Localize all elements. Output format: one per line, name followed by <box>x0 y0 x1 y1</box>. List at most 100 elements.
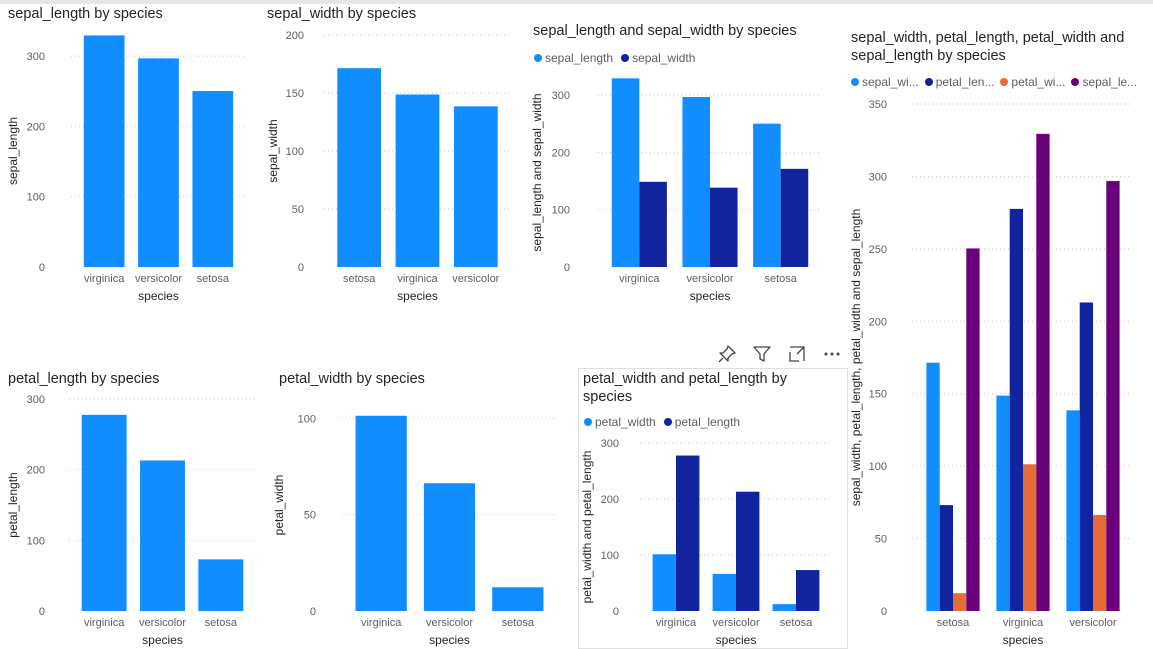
x-axis-title: species <box>429 633 470 647</box>
y-tick-label: 100 <box>552 205 570 217</box>
chart-petal-width-by-species[interactable]: petal_width by species 0 50 100 petal_width… <box>272 365 572 649</box>
y-axis-title: petal_width and petal_length <box>580 451 594 604</box>
y-tick-label: 0 <box>39 262 45 274</box>
bar <box>355 415 407 611</box>
legend-marker <box>1000 78 1009 86</box>
bar <box>83 35 125 268</box>
bar <box>966 248 980 611</box>
y-axis-title: petal_width <box>272 475 286 536</box>
chart-title: petal_length by species <box>8 371 160 387</box>
bar <box>1036 133 1050 611</box>
y-axis-title: sepal_length and sepal_width <box>530 93 544 251</box>
legend-label: petal_width <box>595 415 656 429</box>
bar <box>1079 302 1093 611</box>
y-tick-label: 0 <box>310 606 316 618</box>
bar <box>676 455 700 611</box>
legend-item[interactable]: sepal_width <box>621 51 695 65</box>
chart-petal-width-and-length-by-species[interactable]: petal_width and petal_length by species … <box>578 368 848 649</box>
chart-legend: sepal_length sepal_width <box>534 51 695 65</box>
legend-item[interactable]: sepal_le... <box>1071 75 1137 89</box>
bar <box>926 362 940 611</box>
x-tick-label: versicolor <box>452 273 499 285</box>
y-tick-label: 300 <box>869 171 887 183</box>
legend-item[interactable]: sepal_length <box>534 51 613 65</box>
bar <box>712 573 736 611</box>
bar <box>1106 181 1120 611</box>
legend-item[interactable]: petal_length <box>663 415 740 429</box>
legend-label: sepal_wi... <box>862 75 919 89</box>
y-axis-title: sepal_width <box>266 119 280 182</box>
chart-title: sepal_width by species <box>267 6 417 22</box>
visual-header-icons <box>716 344 843 364</box>
legend-item[interactable]: petal_len... <box>924 75 994 89</box>
legend-item[interactable]: sepal_wi... <box>851 75 919 89</box>
bar <box>753 123 781 267</box>
y-tick-label: 150 <box>869 389 887 401</box>
chart-sepal-length-by-species[interactable]: sepal_length by species 0 100 200 300 sepal_… <box>0 0 262 310</box>
bar <box>423 483 476 611</box>
y-tick-label: 200 <box>869 316 887 328</box>
chart-sepal-length-and-width-by-species[interactable]: sepal_length and sepal_width by species … <box>528 0 838 310</box>
y-tick-label: 300 <box>27 394 45 406</box>
bar <box>780 168 809 267</box>
x-tick-label: virginica <box>1003 617 1044 629</box>
focus-mode-icon[interactable] <box>786 344 808 364</box>
x-tick-label: virginica <box>361 617 402 629</box>
bar <box>198 559 244 611</box>
chart-title: sepal_length and sepal_width by species <box>533 23 797 39</box>
x-tick-label: setosa <box>502 617 535 629</box>
chart-sepal-width-by-species[interactable]: sepal_width by species 0 50 100 150 200 sepal… <box>262 0 524 310</box>
chart-petal-length-by-species[interactable]: petal_length by species 0 100 200 300 petal_… <box>0 365 272 649</box>
bar <box>682 97 710 267</box>
bar <box>337 68 382 268</box>
legend-label: petal_wi... <box>1011 75 1066 89</box>
legend-item[interactable]: petal_wi... <box>1000 75 1065 89</box>
y-tick-label: 200 <box>286 30 304 42</box>
legend-label: sepal_le... <box>1082 75 1138 89</box>
bar <box>736 491 760 611</box>
filter-icon[interactable] <box>751 344 773 364</box>
bar <box>192 91 234 267</box>
y-tick-label: 0 <box>39 606 45 618</box>
x-tick-label: virginica <box>84 273 125 285</box>
y-tick-label: 50 <box>875 534 887 546</box>
x-axis-title: species <box>690 289 731 303</box>
bar <box>996 395 1010 611</box>
y-tick-label: 50 <box>304 510 316 522</box>
y-tick-label: 250 <box>869 244 887 256</box>
y-tick-label: 100 <box>286 146 304 158</box>
legend-label: sepal_length <box>545 51 614 65</box>
bar <box>138 58 179 267</box>
x-axis-title: species <box>142 633 183 647</box>
bar <box>611 78 640 268</box>
chart-title: petal_width by species <box>279 371 425 387</box>
legend-marker <box>1071 78 1080 86</box>
canvas-top-edge <box>0 0 1153 4</box>
legend-marker <box>621 54 630 62</box>
bar <box>1093 514 1107 611</box>
legend-marker <box>534 54 542 62</box>
y-tick-label: 350 <box>869 99 887 111</box>
chart-title: sepal_length by species <box>8 6 163 22</box>
x-tick-label: virginica <box>397 273 438 285</box>
more-options-icon[interactable] <box>821 344 843 364</box>
bar <box>492 587 544 611</box>
chart-legend: petal_width petal_length <box>584 415 740 429</box>
bar <box>453 106 498 267</box>
chart-title: petal_width and petal_length by species <box>583 371 787 405</box>
x-tick-label: versicolor <box>1069 617 1116 629</box>
y-axis-title: sepal_length <box>6 117 20 185</box>
pin-icon[interactable] <box>716 344 738 364</box>
x-tick-label: setosa <box>343 273 376 285</box>
bar <box>81 414 127 611</box>
y-tick-label: 100 <box>869 461 887 473</box>
x-tick-label: virginica <box>619 273 660 285</box>
bar <box>772 604 796 611</box>
bar <box>1009 208 1023 611</box>
legend-item[interactable]: petal_width <box>584 415 656 429</box>
chart-four-measures-by-species[interactable]: sepal_width, petal_length, petal_width a… <box>845 0 1153 649</box>
chart-legend: sepal_wi... petal_len... petal_wi... sep… <box>851 75 1137 89</box>
x-axis-title: species <box>716 633 757 647</box>
y-tick-label: 200 <box>27 465 45 477</box>
x-axis-title: species <box>1003 633 1044 647</box>
